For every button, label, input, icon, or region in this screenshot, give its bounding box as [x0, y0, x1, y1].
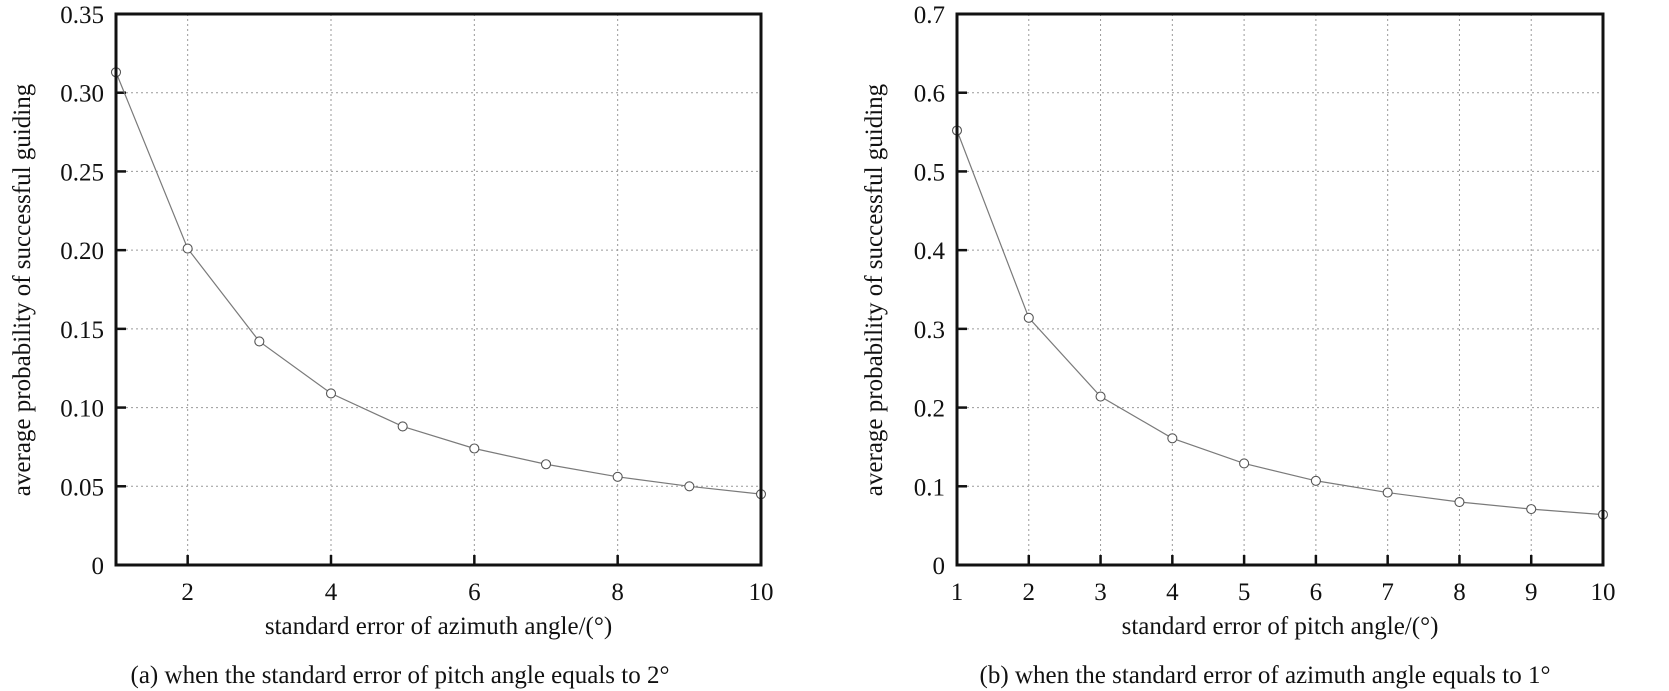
data-point	[1454, 496, 1465, 508]
y-tick-label: 0.4	[914, 238, 946, 265]
y-tick-label: 0	[933, 553, 946, 580]
x-tick-label: 6	[1310, 579, 1323, 606]
data-point	[1095, 391, 1106, 402]
y-tick-label: 0.35	[60, 2, 104, 29]
y-tick-label: 0.10	[60, 396, 104, 423]
x-axis-label: standard error of azimuth angle/(°)	[265, 613, 612, 640]
x-tick-label: 3	[1094, 579, 1107, 606]
y-tick-label: 0.20	[60, 238, 104, 265]
series-line	[115, 72, 762, 495]
y-axis-label: average probability of successful guidin…	[861, 83, 888, 496]
x-tick-label: 2	[1023, 579, 1036, 606]
y-tick-label: 0.7	[914, 2, 945, 29]
y-tick-label: 0.15	[60, 317, 104, 344]
x-tick-label: 9	[1525, 579, 1538, 606]
data-point	[469, 443, 480, 454]
data-point	[684, 481, 695, 492]
chart-caption: (a) when the standard error of pitch ang…	[131, 662, 670, 689]
data-point	[1382, 487, 1393, 498]
chart-panel-b: 1 2 3 4 5 6 7 8 9 10 0 0.1 0.2 0.3 0.4 0.5 0.6 0.7 standar…	[861, 2, 1616, 689]
chart-panel-a: 2 4 6 8 10 0 0.05 0.10 0.15 0.20 0.25 0.30 0.35 stand…	[9, 2, 774, 689]
plot-frame	[955, 12, 1605, 567]
y-tick-label: 0.30	[60, 81, 104, 108]
data-point	[182, 243, 193, 254]
series-line	[956, 130, 1604, 516]
x-tick-label: 7	[1381, 579, 1394, 606]
x-tick-label: 6	[468, 579, 481, 606]
data-point	[325, 388, 337, 399]
data-point	[540, 459, 552, 470]
y-tick-label: 0.5	[914, 159, 945, 186]
chart-caption: (b) when the standard error of azimuth a…	[980, 662, 1551, 689]
y-tick-label: 0.3	[914, 317, 945, 344]
data-point	[1310, 475, 1321, 486]
data-point	[612, 471, 623, 482]
data-point	[397, 421, 408, 432]
x-tick-label: 5	[1238, 579, 1251, 606]
x-tick-label: 4	[1166, 579, 1179, 606]
y-axis-label: average probability of successful guidin…	[9, 83, 36, 496]
y-tick-label: 0.25	[60, 159, 104, 186]
x-tick-label: 4	[325, 579, 338, 606]
x-axis-label: standard error of pitch angle/(°)	[1122, 613, 1439, 640]
x-tick-label: 8	[611, 579, 624, 606]
y-tick-label: 0.1	[914, 474, 945, 501]
y-tick-label: 0	[92, 553, 105, 580]
y-tick-label: 0.05	[60, 474, 104, 501]
data-point	[1167, 433, 1178, 444]
x-tick-label: 8	[1453, 579, 1466, 606]
data-point	[1526, 504, 1537, 515]
data-point	[1239, 458, 1250, 469]
x-tick-label: 10	[1591, 579, 1616, 606]
x-tick-label: 1	[951, 579, 964, 606]
plot-frame	[114, 12, 763, 567]
data-point	[254, 336, 265, 347]
x-tick-label: 2	[181, 579, 194, 606]
data-point	[1023, 312, 1034, 323]
y-tick-label: 0.2	[914, 396, 945, 423]
y-tick-label: 0.6	[914, 81, 945, 108]
x-tick-label: 10	[749, 579, 774, 606]
